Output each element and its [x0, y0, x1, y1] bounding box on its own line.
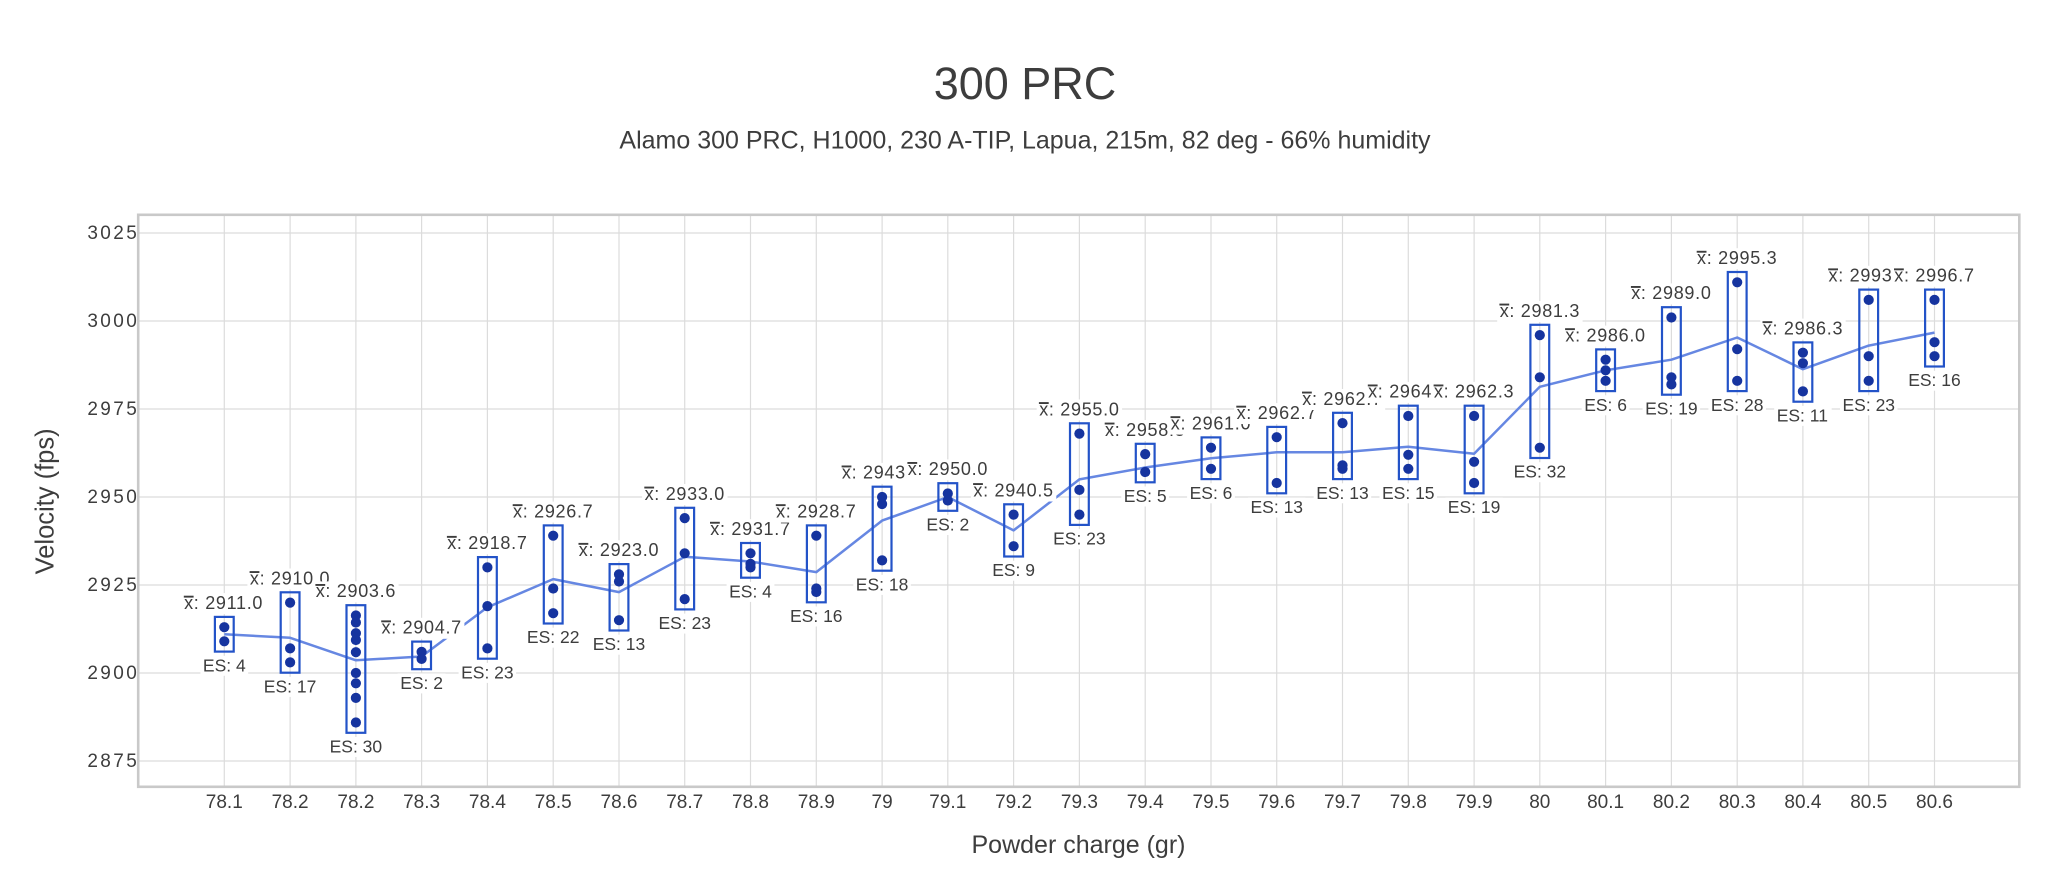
svg-text:ES: 11: ES: 11	[1777, 405, 1828, 425]
svg-text:ES: 28: ES: 28	[1711, 395, 1764, 415]
svg-text:78.2: 78.2	[337, 792, 374, 813]
svg-text:79.4: 79.4	[1127, 792, 1164, 813]
svg-text:x: 2931.7: x: 2931.7	[710, 519, 790, 539]
svg-text:Powder charge (gr): Powder charge (gr)	[972, 831, 1186, 859]
svg-text:x: 2981.3: x: 2981.3	[1500, 301, 1580, 321]
svg-text:78.4: 78.4	[469, 792, 506, 813]
svg-text:3000: 3000	[87, 311, 139, 332]
svg-text:ES: 15: ES: 15	[1382, 483, 1435, 503]
svg-text:x: 2918.7: x: 2918.7	[447, 533, 527, 553]
svg-text:80.3: 80.3	[1719, 792, 1756, 813]
svg-text:ES: 13: ES: 13	[1251, 497, 1304, 517]
svg-text:x: 2964.3: x: 2964.3	[1368, 382, 1448, 402]
svg-text:x: 2943.3: x: 2943.3	[842, 463, 922, 483]
svg-text:2925: 2925	[87, 575, 139, 596]
svg-text:2900: 2900	[87, 663, 139, 684]
svg-text:x: 2962.7: x: 2962.7	[1237, 403, 1317, 423]
svg-text:79.9: 79.9	[1456, 792, 1493, 813]
svg-text:2875: 2875	[87, 751, 139, 772]
svg-text:x: 2940.5: x: 2940.5	[973, 480, 1053, 500]
svg-text:78.8: 78.8	[732, 792, 769, 813]
svg-text:ES: 2: ES: 2	[926, 515, 969, 535]
svg-text:ES: 19: ES: 19	[1645, 398, 1698, 418]
svg-text:ES: 5: ES: 5	[1124, 486, 1167, 506]
svg-text:x: 2962.3: x: 2962.3	[1434, 382, 1514, 402]
svg-text:x: 2904.7: x: 2904.7	[382, 618, 462, 638]
svg-text:ES: 13: ES: 13	[593, 634, 646, 654]
svg-text:ES: 16: ES: 16	[1908, 370, 1961, 390]
svg-text:x: 2903.6: x: 2903.6	[316, 581, 396, 601]
svg-text:3025: 3025	[87, 223, 139, 244]
svg-text:Alamo 300 PRC, H1000, 230 A-TI: Alamo 300 PRC, H1000, 230 A-TIP, Lapua, …	[619, 127, 1431, 155]
svg-text:79.5: 79.5	[1193, 792, 1230, 813]
svg-text:80.5: 80.5	[1850, 792, 1887, 813]
svg-text:78.2: 78.2	[272, 792, 309, 813]
svg-text:x: 2911.0: x: 2911.0	[184, 593, 263, 613]
svg-text:x: 2910.0: x: 2910.0	[250, 568, 330, 588]
svg-text:79.7: 79.7	[1324, 792, 1361, 813]
svg-text:300 PRC: 300 PRC	[934, 58, 1117, 109]
svg-text:x: 2962.7: x: 2962.7	[1302, 389, 1382, 409]
svg-text:80.6: 80.6	[1916, 792, 1953, 813]
svg-text:ES: 30: ES: 30	[330, 737, 383, 757]
svg-text:ES: 32: ES: 32	[1514, 462, 1567, 482]
svg-text:ES: 2: ES: 2	[400, 673, 443, 693]
svg-text:2950: 2950	[87, 487, 139, 508]
svg-text:x: 2961.0: x: 2961.0	[1171, 413, 1251, 433]
svg-text:ES: 9: ES: 9	[992, 560, 1035, 580]
svg-text:78.6: 78.6	[601, 792, 638, 813]
svg-text:79.8: 79.8	[1390, 792, 1427, 813]
svg-text:80: 80	[1529, 792, 1550, 813]
svg-text:ES: 4: ES: 4	[729, 581, 772, 601]
svg-text:ES: 19: ES: 19	[1448, 497, 1501, 517]
svg-text:79.3: 79.3	[1061, 792, 1098, 813]
svg-text:Velocity (fps): Velocity (fps)	[32, 428, 60, 574]
svg-text:x: 2933.0: x: 2933.0	[645, 484, 725, 504]
svg-text:ES: 23: ES: 23	[461, 662, 514, 682]
svg-text:ES: 18: ES: 18	[856, 574, 909, 594]
svg-text:ES: 16: ES: 16	[790, 606, 843, 626]
svg-text:79: 79	[872, 792, 893, 813]
svg-text:2975: 2975	[87, 399, 139, 420]
svg-text:ES: 6: ES: 6	[1584, 395, 1627, 415]
svg-text:x: 2923.0: x: 2923.0	[579, 540, 659, 560]
svg-text:ES: 13: ES: 13	[1316, 483, 1369, 503]
svg-text:x: 2986.0: x: 2986.0	[1565, 325, 1645, 345]
svg-text:ES: 4: ES: 4	[203, 655, 246, 675]
svg-text:x: 2989.0: x: 2989.0	[1631, 283, 1711, 303]
svg-text:ES: 23: ES: 23	[1053, 529, 1106, 549]
svg-text:x: 2950.0: x: 2950.0	[908, 459, 988, 479]
svg-text:x: 2995.3: x: 2995.3	[1697, 248, 1777, 268]
svg-text:80.4: 80.4	[1784, 792, 1821, 813]
svg-text:x: 2996.7: x: 2996.7	[1894, 266, 1974, 286]
svg-text:78.3: 78.3	[403, 792, 440, 813]
svg-text:78.9: 78.9	[798, 792, 835, 813]
svg-text:78.1: 78.1	[206, 792, 243, 813]
svg-text:ES: 23: ES: 23	[1843, 395, 1896, 415]
svg-text:78.5: 78.5	[535, 792, 572, 813]
svg-text:79.6: 79.6	[1258, 792, 1295, 813]
svg-text:80.1: 80.1	[1587, 792, 1624, 813]
svg-text:78.7: 78.7	[666, 792, 703, 813]
svg-text:x: 2955.0: x: 2955.0	[1039, 399, 1119, 419]
svg-text:79.1: 79.1	[929, 792, 966, 813]
svg-text:79.2: 79.2	[995, 792, 1032, 813]
svg-text:ES: 23: ES: 23	[659, 613, 712, 633]
svg-text:x: 2993.0: x: 2993.0	[1829, 266, 1909, 286]
svg-text:x: 2958.3: x: 2958.3	[1105, 420, 1185, 440]
svg-text:ES: 6: ES: 6	[1190, 483, 1233, 503]
svg-text:80.2: 80.2	[1653, 792, 1690, 813]
svg-text:x: 2986.3: x: 2986.3	[1763, 318, 1843, 338]
svg-text:ES: 17: ES: 17	[264, 676, 317, 696]
svg-text:ES: 22: ES: 22	[527, 627, 580, 647]
svg-text:x: 2926.7: x: 2926.7	[513, 501, 593, 521]
svg-text:x: 2928.7: x: 2928.7	[776, 501, 856, 521]
